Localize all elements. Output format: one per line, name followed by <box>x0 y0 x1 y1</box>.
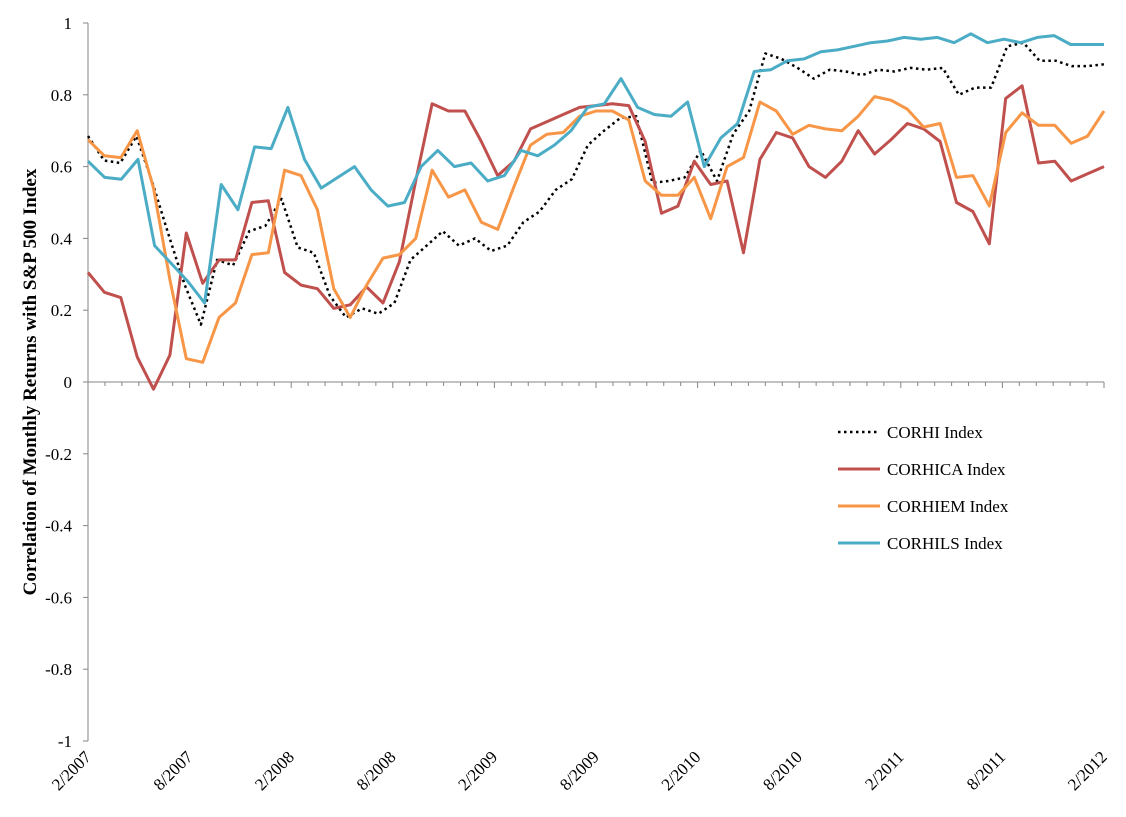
x-tick-label: 8/2009 <box>556 747 603 794</box>
x-tick-label: 8/2007 <box>150 747 197 794</box>
y-tick-label: -0.2 <box>45 445 72 464</box>
x-tick-label: 8/2011 <box>963 747 1009 793</box>
series-lines <box>86 32 1106 391</box>
x-tick-label: 2/2010 <box>658 747 705 794</box>
x-tick-label: 2/2012 <box>1064 747 1111 794</box>
y-tick-label: 0.4 <box>51 229 73 248</box>
y-tick-label: -0.6 <box>45 588 72 607</box>
y-tick-label: 0 <box>64 373 73 392</box>
legend: CORHI Index CORHICA Index CORHIEM Index COR… <box>838 423 1009 553</box>
x-tick-label: 2/2007 <box>48 747 95 794</box>
x-tick-label: 2/2008 <box>251 747 298 794</box>
y-tick-label: -0.4 <box>45 517 72 536</box>
y-tick-label: -1 <box>58 732 72 751</box>
y-tick-label: 1 <box>64 14 73 33</box>
series-line-corhica-index <box>86 84 1105 391</box>
x-tick-label: 2/2009 <box>454 747 501 794</box>
y-tick-label: 0.2 <box>51 301 72 320</box>
x-tick-label: 8/2010 <box>759 747 806 794</box>
legend-label: CORHIEM Index <box>887 497 1009 516</box>
series-line-corhils-index <box>86 32 1104 305</box>
y-tick-label: -0.8 <box>45 660 72 679</box>
series-line-corhiem-index <box>86 95 1106 364</box>
y-axis-tick-labels: 1 0.8 0.6 0.4 0.2 0 -0.2 -0.4 -0.6 -0.8 -1 <box>45 14 72 751</box>
axes <box>83 22 1105 742</box>
y-tick-label: 0.6 <box>51 158 72 177</box>
legend-label: CORHICA Index <box>887 460 1006 479</box>
x-tick-label: 2/2011 <box>861 747 907 793</box>
x-tick-label: 8/2008 <box>353 747 400 794</box>
legend-label: CORHILS Index <box>887 534 1003 553</box>
y-tick-label: 0.8 <box>51 86 72 105</box>
legend-label: CORHI Index <box>887 423 983 442</box>
x-axis-tick-labels: 2/2007 8/2007 2/2008 8/2008 2/2009 8/2009 2/20… <box>48 747 1111 794</box>
series-line-corhi-index <box>86 41 1105 326</box>
y-axis-label: Correlation of Monthly Returns with S&P … <box>20 168 41 595</box>
